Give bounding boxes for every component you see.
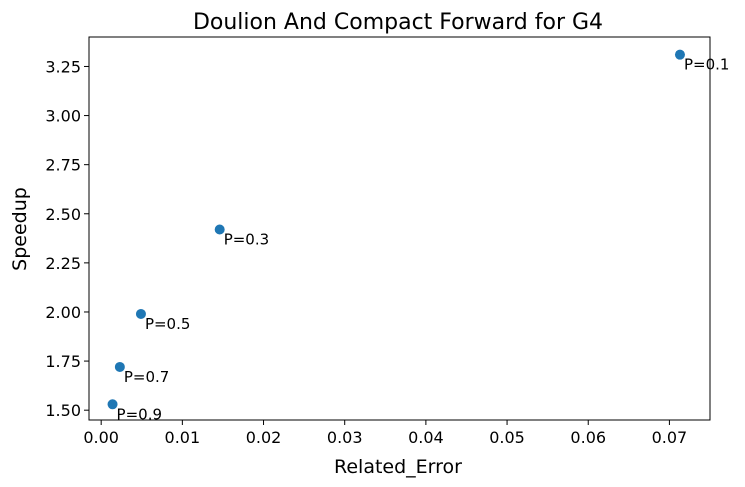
- chart-title: Doulion And Compact Forward for G4: [193, 10, 603, 35]
- points-layer: P=0.1 P=0.3 P=0.5 P=0.7 P=0.9: [107, 49, 729, 423]
- data-point: [107, 399, 118, 410]
- data-point: [674, 49, 685, 60]
- y-tick-label: 3.25: [45, 57, 81, 76]
- x-axis-label: Related_Error: [334, 456, 462, 478]
- x-tick-label: 0.02: [246, 428, 282, 447]
- x-tick-label: 0.04: [408, 428, 444, 447]
- plot-frame: [88, 36, 711, 421]
- point-label: P=0.9: [117, 405, 162, 423]
- data-point: [135, 308, 146, 319]
- y-tick-label: 2.50: [45, 205, 81, 224]
- x-tick-label: 0.07: [652, 428, 688, 447]
- y-tick-label: 2.75: [45, 156, 81, 175]
- y-tick-label: 2.25: [45, 254, 81, 273]
- point-label: P=0.1: [684, 56, 729, 74]
- x-tick-label: 0.03: [327, 428, 363, 447]
- x-tick-label: 0.00: [83, 428, 119, 447]
- ticks-layer: 0.00 0.01 0.02 0.03 0.04 0.05 0.06 0.07 1.50 1.75…: [45, 57, 687, 447]
- point-label: P=0.3: [224, 230, 269, 248]
- y-tick-label: 1.50: [45, 401, 81, 420]
- x-tick-label: 0.06: [570, 428, 606, 447]
- x-tick-label: 0.05: [489, 428, 525, 447]
- data-point: [214, 224, 225, 235]
- data-point: [114, 361, 125, 372]
- y-axis-label: Speedup: [9, 187, 31, 271]
- point-label: P=0.7: [124, 368, 169, 386]
- y-tick-label: 1.75: [45, 352, 81, 371]
- x-tick-label: 0.01: [165, 428, 201, 447]
- y-tick-label: 2.00: [45, 303, 81, 322]
- point-label: P=0.5: [145, 315, 190, 333]
- y-tick-label: 3.00: [45, 107, 81, 126]
